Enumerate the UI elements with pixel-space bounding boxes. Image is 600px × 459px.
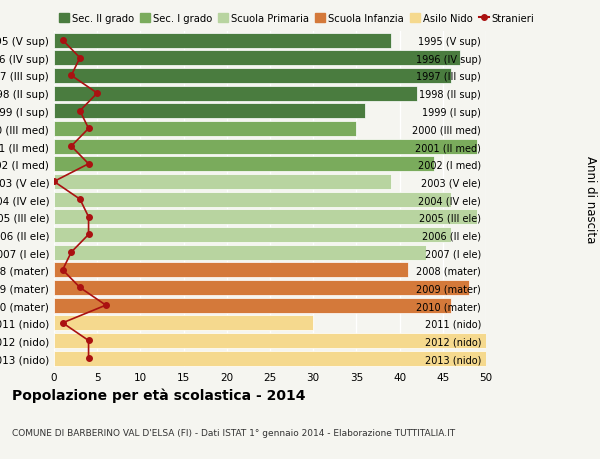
Bar — [54, 210, 478, 225]
Bar — [54, 104, 365, 119]
Bar — [54, 298, 451, 313]
Bar — [54, 86, 417, 101]
Bar — [54, 122, 356, 137]
Text: COMUNE DI BARBERINO VAL D'ELSA (FI) - Dati ISTAT 1° gennaio 2014 - Elaborazione : COMUNE DI BARBERINO VAL D'ELSA (FI) - Da… — [12, 428, 455, 437]
Bar — [54, 316, 313, 330]
Bar — [54, 34, 391, 49]
Text: Popolazione per età scolastica - 2014: Popolazione per età scolastica - 2014 — [12, 388, 305, 403]
Bar — [54, 333, 486, 348]
Bar — [54, 245, 425, 260]
Bar — [54, 228, 451, 242]
Bar — [54, 263, 408, 278]
Legend: Sec. II grado, Sec. I grado, Scuola Primaria, Scuola Infanzia, Asilo Nido, Stran: Sec. II grado, Sec. I grado, Scuola Prim… — [59, 14, 535, 24]
Bar — [54, 157, 434, 172]
Bar — [54, 280, 469, 295]
Bar — [54, 192, 451, 207]
Bar — [54, 139, 478, 154]
Text: Anni di nascita: Anni di nascita — [584, 156, 597, 243]
Bar — [54, 351, 486, 366]
Bar — [54, 51, 460, 66]
Bar — [54, 174, 391, 190]
Bar — [54, 69, 451, 84]
